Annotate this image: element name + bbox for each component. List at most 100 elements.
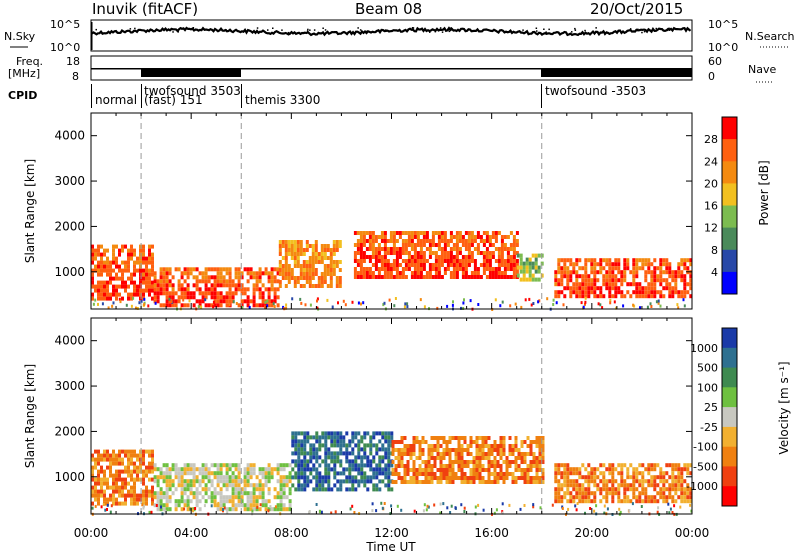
power-cell	[308, 284, 312, 288]
velocity-cell	[424, 440, 428, 444]
velocity-cell	[285, 507, 289, 512]
power-cell	[677, 266, 681, 271]
power-cell	[437, 239, 441, 243]
velocity-cell	[100, 469, 103, 474]
power-cell	[404, 259, 408, 263]
velocity-cell	[104, 508, 107, 512]
velocity-cell	[475, 464, 479, 468]
y-tick-label: 2000	[54, 219, 85, 233]
velocity-cell	[448, 480, 452, 484]
velocity-cell	[593, 479, 597, 484]
power-cell	[587, 274, 591, 279]
velocity-cell	[360, 475, 364, 480]
velocity-cell	[499, 476, 503, 480]
velocity-cell	[511, 448, 515, 452]
power-cell	[148, 280, 151, 285]
power-cell	[503, 267, 507, 271]
velocity-cell	[231, 491, 235, 496]
power-cell	[404, 275, 408, 279]
power-cell	[362, 239, 366, 243]
velocity-cell	[282, 475, 286, 480]
power-cell	[506, 267, 510, 271]
velocity-cell	[575, 483, 579, 488]
power-cell	[314, 244, 318, 248]
velocity-cell	[686, 495, 690, 500]
velocity-cell	[493, 468, 497, 472]
power-cell	[413, 231, 417, 235]
power-cell	[225, 279, 229, 284]
power-cell	[139, 252, 142, 257]
velocity-cell	[381, 479, 385, 484]
power-cell	[356, 231, 360, 235]
velocity-cell	[291, 475, 295, 480]
velocity-cell	[327, 483, 331, 488]
power-cell	[353, 251, 357, 255]
velocity-cell	[252, 503, 256, 508]
velocity-cell	[294, 463, 298, 468]
velocity-cell	[106, 497, 109, 502]
velocity-cell	[297, 455, 301, 460]
power-cell	[335, 284, 339, 288]
power-cell	[255, 287, 259, 292]
velocity-cell	[501, 511, 504, 515]
power-cell	[359, 239, 363, 243]
velocity-cell	[333, 435, 337, 440]
power-cell	[497, 231, 501, 235]
velocity-cell	[557, 467, 561, 472]
velocity-cell	[590, 475, 594, 480]
power-cell	[195, 275, 199, 280]
site-title: Inuvik (fitACF)	[92, 0, 198, 18]
power-cell	[234, 267, 238, 272]
power-cell	[368, 275, 372, 279]
velocity-cell	[204, 467, 208, 472]
power-cell	[491, 243, 495, 247]
power-cell	[127, 252, 130, 257]
velocity-cell	[629, 463, 633, 468]
power-cell	[156, 283, 160, 288]
velocity-cell	[336, 471, 340, 476]
velocity-cell	[168, 483, 172, 488]
velocity-cell	[109, 453, 112, 458]
velocity-cell	[412, 472, 416, 476]
cpid-mode-themis: themis 3300	[245, 93, 320, 107]
power-cell	[168, 267, 172, 272]
power-cell	[216, 283, 220, 288]
velocity-cell	[442, 440, 446, 444]
velocity-cell	[148, 449, 151, 454]
velocity-cell	[493, 456, 497, 460]
velocity-cell	[109, 465, 112, 470]
power-cell	[159, 283, 163, 288]
power-cell	[148, 284, 151, 289]
velocity-cell	[118, 469, 121, 474]
power-cell	[302, 264, 306, 268]
velocity-cell	[378, 455, 382, 460]
power-cell	[537, 253, 541, 258]
velocity-cell	[348, 459, 352, 464]
velocity-cell	[103, 489, 106, 494]
velocity-cell	[478, 460, 482, 464]
velocity-cell	[584, 487, 588, 492]
velocity-cell	[91, 506, 94, 510]
colorbar-swatch	[722, 446, 737, 467]
power-cell	[632, 278, 636, 283]
power-cell	[449, 231, 453, 235]
power-cell	[91, 280, 94, 285]
velocity-cell	[481, 456, 485, 460]
power-cell	[578, 282, 582, 287]
velocity-cell	[237, 499, 241, 504]
power-cell	[671, 290, 675, 295]
power-cell	[686, 266, 690, 271]
velocity-cell	[378, 431, 382, 436]
velocity-cell	[427, 444, 431, 448]
velocity-cell	[94, 485, 97, 490]
power-cell	[278, 240, 282, 244]
velocity-cell	[327, 487, 331, 492]
velocity-cell	[225, 483, 229, 488]
velocity-cell	[493, 511, 496, 515]
velocity-cell	[674, 491, 678, 496]
power-cell	[284, 248, 288, 252]
velocity-cell	[644, 467, 648, 472]
power-cell	[258, 271, 262, 276]
power-cell	[428, 263, 432, 267]
power-cell	[590, 258, 594, 263]
